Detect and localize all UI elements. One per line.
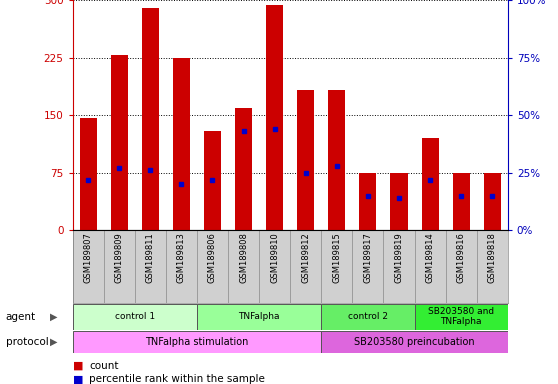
Text: ■: ■: [73, 361, 83, 371]
Bar: [73, 304, 197, 330]
Text: GSM189814: GSM189814: [426, 233, 435, 283]
Bar: [359, 173, 377, 230]
Text: GSM189808: GSM189808: [239, 233, 248, 283]
Bar: [110, 55, 128, 230]
Text: control 1: control 1: [114, 312, 155, 321]
Text: count: count: [89, 361, 119, 371]
Text: GSM189811: GSM189811: [146, 233, 155, 283]
Text: GSM189807: GSM189807: [84, 233, 93, 283]
Text: ▶: ▶: [50, 337, 57, 347]
Text: GSM189817: GSM189817: [363, 233, 372, 283]
Bar: [421, 138, 439, 230]
Text: GSM189818: GSM189818: [488, 233, 497, 283]
Text: percentile rank within the sample: percentile rank within the sample: [89, 374, 265, 384]
Bar: [453, 173, 470, 230]
Bar: [80, 118, 97, 230]
Bar: [73, 331, 321, 353]
Bar: [321, 304, 415, 330]
Bar: [415, 304, 508, 330]
Bar: [391, 173, 407, 230]
Text: ■: ■: [73, 374, 83, 384]
Bar: [297, 90, 314, 230]
Text: GSM189810: GSM189810: [270, 233, 279, 283]
Bar: [321, 331, 508, 353]
Text: SB203580 and
TNFalpha: SB203580 and TNFalpha: [428, 307, 494, 326]
Bar: [484, 173, 501, 230]
Text: SB203580 preincubation: SB203580 preincubation: [354, 337, 475, 347]
Text: GSM189809: GSM189809: [115, 233, 124, 283]
Bar: [204, 131, 221, 230]
Text: agent: agent: [6, 312, 36, 322]
Bar: [266, 5, 283, 230]
Text: control 2: control 2: [348, 312, 388, 321]
Text: GSM189813: GSM189813: [177, 233, 186, 283]
Text: TNFalpha: TNFalpha: [238, 312, 280, 321]
Text: ▶: ▶: [50, 312, 57, 322]
Text: TNFalpha stimulation: TNFalpha stimulation: [145, 337, 248, 347]
Text: GSM189816: GSM189816: [456, 233, 465, 283]
Text: GSM189812: GSM189812: [301, 233, 310, 283]
Bar: [328, 90, 345, 230]
Bar: [142, 8, 159, 230]
Text: GSM189815: GSM189815: [333, 233, 341, 283]
Bar: [235, 108, 252, 230]
Text: GSM189819: GSM189819: [395, 233, 403, 283]
Bar: [197, 304, 321, 330]
Text: protocol: protocol: [6, 337, 49, 347]
Bar: [173, 58, 190, 230]
Text: GSM189806: GSM189806: [208, 233, 217, 283]
